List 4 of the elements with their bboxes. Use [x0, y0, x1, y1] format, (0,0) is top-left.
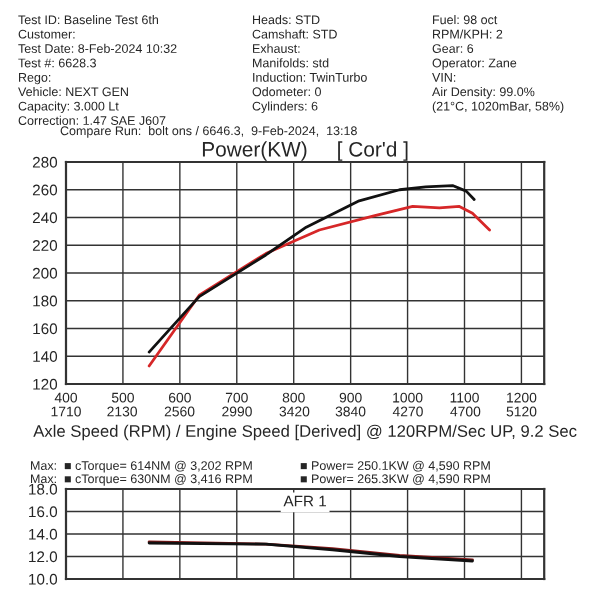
line-series — [147, 184, 476, 354]
x-axis-title: Axle Speed (RPM) / Engine Speed [Derived] @ 120RPM/Sec UP, 9.2 Sec — [33, 424, 577, 441]
line-series — [147, 205, 491, 368]
chart-title: Power(KW) [ Cor'd ] — [202, 141, 408, 161]
